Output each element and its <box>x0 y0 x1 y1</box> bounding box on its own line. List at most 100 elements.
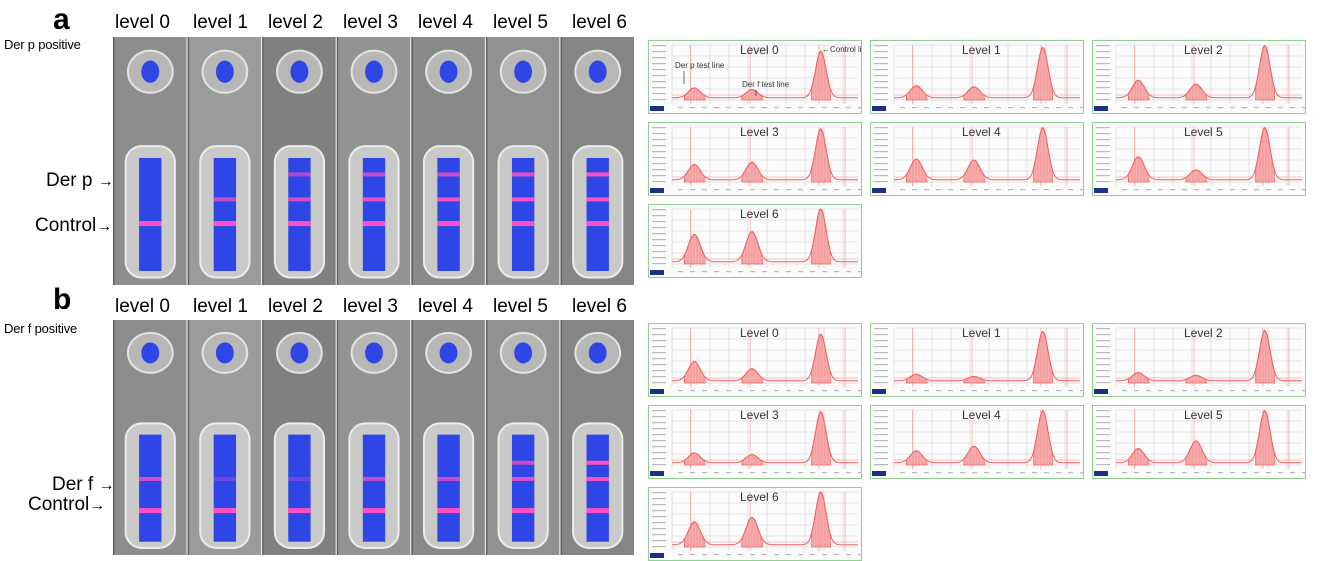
chart-trace <box>672 127 858 181</box>
blue-dot <box>141 60 160 83</box>
panel-b-control-label: Control→ <box>28 495 105 514</box>
level-label: level 3 <box>343 12 398 33</box>
annotation-control-line: ←Control line <box>822 45 862 54</box>
chart-trace <box>1116 126 1302 181</box>
densitometry-chart: Level 6 <box>648 204 862 278</box>
level-label: level 3 <box>343 296 398 317</box>
densitometry-chart: Level 6 <box>648 487 862 561</box>
panel-a-strips <box>113 37 635 285</box>
chart-title: Level 3 <box>740 408 779 422</box>
test-band <box>586 476 609 481</box>
blue-dot <box>141 342 160 364</box>
arrow-right-icon: → <box>98 477 115 494</box>
blue-strip <box>362 434 386 542</box>
blue-strip <box>213 157 237 271</box>
densitometry-chart: Level 3 <box>648 122 862 196</box>
blue-dot <box>588 60 607 83</box>
control-band <box>511 508 535 514</box>
chart-trace <box>894 409 1080 464</box>
panel-a-charts: Level 0 Der p test line Der f test line ←Co… <box>648 40 1322 290</box>
test-strip <box>560 320 634 555</box>
chart-title: Level 6 <box>740 490 779 504</box>
annotation-test-line-2: Der f test line <box>742 80 790 89</box>
level-label: level 5 <box>493 296 548 317</box>
chart-title: Level 6 <box>740 207 779 221</box>
test-strip <box>262 37 336 285</box>
test-band <box>586 172 609 177</box>
blue-dot <box>588 342 607 364</box>
test-band <box>362 476 386 481</box>
chart-trace <box>894 126 1080 181</box>
densitometry-chart: Level 0 <box>648 323 862 397</box>
blue-strip <box>586 434 609 542</box>
blue-dot <box>290 342 309 364</box>
test-band <box>362 197 386 202</box>
arrow-right-icon: → <box>96 218 113 235</box>
panel-b-test-label: Der f → <box>52 475 114 494</box>
panel-a-control-label: Control→ <box>35 216 112 235</box>
densitometry-chart: Level 4 <box>870 122 1084 196</box>
test-strip <box>336 37 411 285</box>
panel-b-side-label: Der f positive <box>4 321 78 336</box>
test-band <box>511 476 535 481</box>
panel-a-side-label: Der p positive <box>4 37 81 52</box>
level-label: level 0 <box>115 296 170 317</box>
chart-trace <box>672 50 858 99</box>
blue-dot <box>215 342 234 364</box>
chart-trace <box>1116 409 1302 464</box>
test-strip <box>187 320 262 555</box>
chart-title: Level 4 <box>962 125 1001 139</box>
densitometry-chart: Level 3 <box>648 405 862 479</box>
chart-title: Level 2 <box>1184 43 1223 57</box>
test-band <box>139 476 162 481</box>
arrow-right-icon: → <box>89 497 106 514</box>
blue-strip <box>511 434 535 542</box>
control-band <box>437 508 460 514</box>
level-label: level 4 <box>418 12 473 33</box>
chart-title: Level 5 <box>1184 125 1223 139</box>
panel-a-letter: a <box>53 3 70 36</box>
chart-title: Level 3 <box>740 125 779 139</box>
blue-dot <box>365 60 383 83</box>
control-band <box>288 221 311 227</box>
chart-title: Level 4 <box>962 408 1001 422</box>
blue-strip <box>213 434 237 542</box>
test-band <box>586 197 609 202</box>
level-label: level 6 <box>572 12 627 33</box>
chart-trace <box>894 46 1080 99</box>
densitometry-chart: Level 2 <box>1092 323 1306 397</box>
chart-trace <box>1116 329 1302 382</box>
test-strip <box>485 320 560 555</box>
level-label: level 6 <box>572 296 627 317</box>
test-strip <box>113 320 187 555</box>
control-band <box>586 221 609 227</box>
test-band <box>362 172 386 177</box>
test-band <box>213 197 237 202</box>
blue-strip <box>288 434 311 542</box>
blue-strip <box>586 157 609 271</box>
level-label: level 1 <box>193 12 248 33</box>
test-band <box>288 172 311 177</box>
test-strip <box>113 37 187 285</box>
control-band <box>288 508 311 514</box>
panel-b-control-label-text: Control <box>28 494 90 515</box>
blue-strip <box>437 157 460 271</box>
control-band <box>213 221 237 227</box>
chart-title: Level 0 <box>740 43 779 57</box>
chart-trace <box>672 333 858 382</box>
blue-strip <box>511 157 535 271</box>
test-band <box>288 197 311 202</box>
densitometry-chart: Level 5 <box>1092 405 1306 479</box>
chart-title: Level 1 <box>962 326 1001 340</box>
control-band <box>213 508 237 514</box>
test-strip <box>336 320 411 555</box>
test-strip <box>187 37 262 285</box>
blue-dot <box>514 342 533 364</box>
test-strip <box>560 37 634 285</box>
blue-dot <box>514 60 533 83</box>
densitometry-chart: Level 1 <box>870 323 1084 397</box>
level-label: level 2 <box>268 12 323 33</box>
control-band <box>437 221 460 227</box>
level-label: level 0 <box>115 12 170 33</box>
chart-trace <box>1116 44 1302 99</box>
